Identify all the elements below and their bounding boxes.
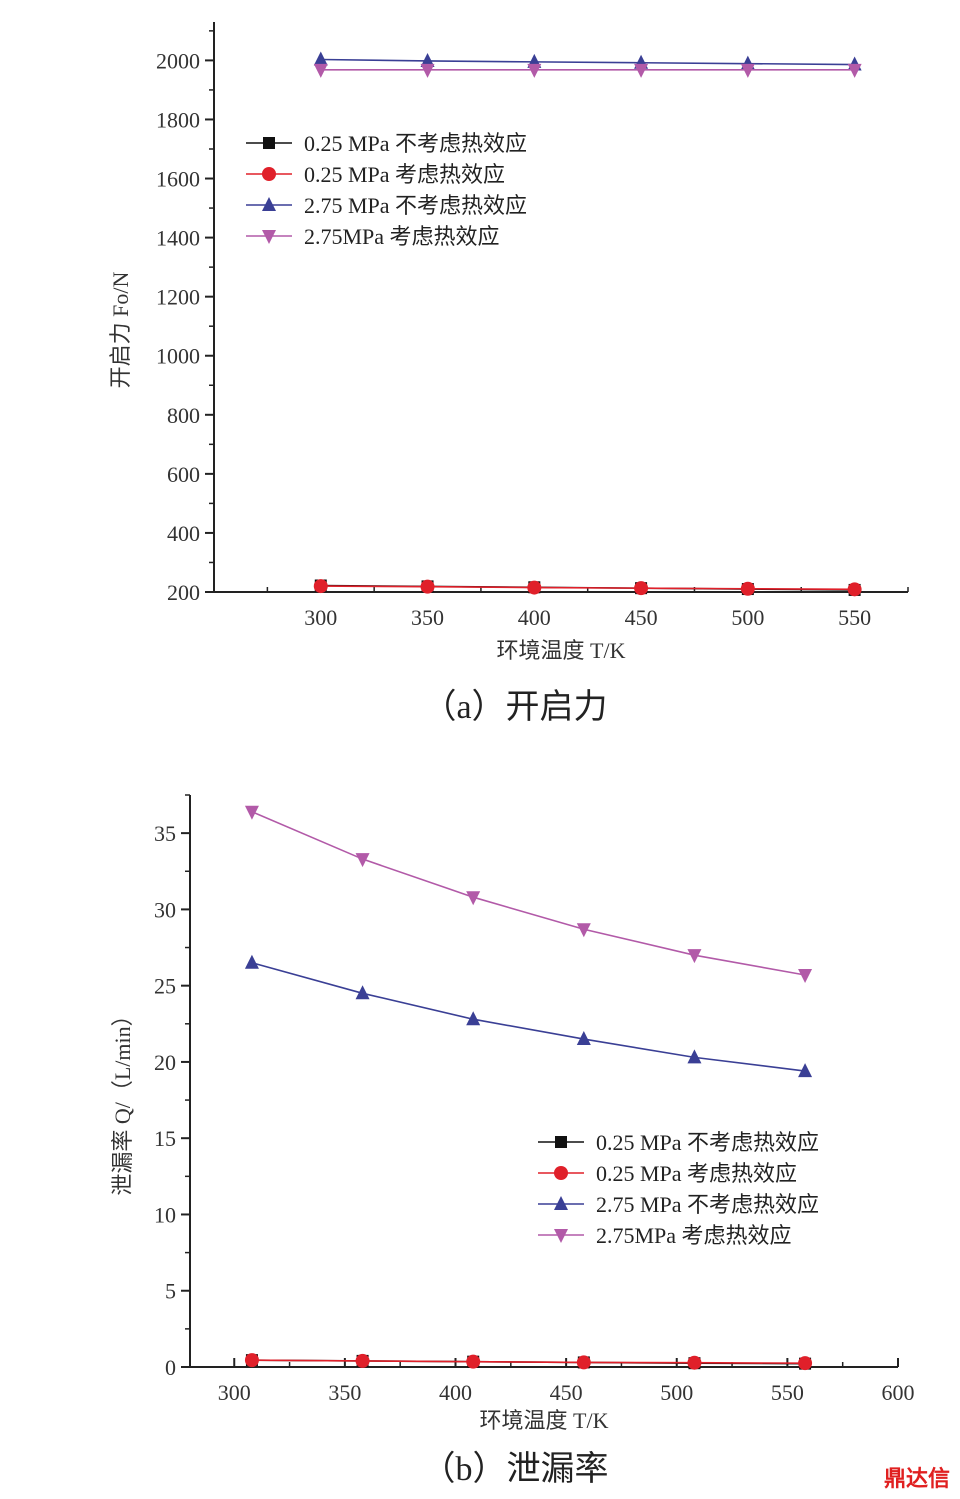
y-tick-label: 35 (154, 821, 176, 846)
data-point-s4 (576, 923, 591, 938)
x-tick-label: 300 (304, 605, 337, 630)
data-point-s2 (355, 1353, 370, 1368)
data-point-s4 (740, 63, 755, 78)
legend-label: 0.25 MPa 考虑热效应 (304, 162, 505, 187)
data-point-s2 (576, 1355, 591, 1370)
x-tick-label: 350 (328, 1380, 361, 1405)
data-point-s3 (466, 1011, 481, 1026)
x-tick-label: 450 (550, 1380, 583, 1405)
legend-marker (262, 167, 276, 181)
y-tick-label: 600 (167, 462, 200, 487)
data-point-s4 (313, 63, 328, 78)
y-tick-label: 400 (167, 521, 200, 546)
y-tick-label: 30 (154, 897, 176, 922)
chart-opening-force: 200 400 600 800 1000 1200 1400 1600 1800 2000 300 3… (108, 22, 909, 663)
y-tick-label: 1000 (156, 344, 200, 369)
legend-marker (554, 1196, 568, 1210)
y-tick-label: 5 (165, 1279, 176, 1304)
data-point-s4 (420, 63, 435, 78)
caption-leakage-rate: （b）泄漏率 (422, 1450, 609, 1488)
legend-marker (555, 1136, 567, 1148)
series-line-2 (320, 585, 855, 591)
legend-marker (554, 1166, 568, 1180)
x-tick-label: 500 (660, 1380, 693, 1405)
y-axis-title: 泄漏率 Q/（L/min） (110, 1004, 135, 1195)
x-tick-label: 300 (218, 1380, 251, 1405)
y-tick-label: 1200 (156, 285, 200, 310)
series-line-2 (251, 1359, 806, 1364)
x-tick-label: 500 (731, 605, 764, 630)
data-point-s2 (313, 579, 328, 594)
y-tick-label: 1400 (156, 226, 200, 251)
data-point-s2 (634, 581, 649, 596)
data-point-s4 (527, 63, 542, 78)
legend-label: 2.75 MPa 不考虑热效应 (304, 193, 527, 218)
y-tick-label: 15 (154, 1126, 176, 1151)
data-point-s4 (847, 63, 862, 78)
series-line-3 (320, 58, 855, 66)
y-tick-label: 800 (167, 403, 200, 428)
y-tick-label: 10 (154, 1202, 176, 1227)
data-point-s4 (798, 968, 813, 983)
legend-marker (263, 137, 275, 149)
x-tick-label: 400 (439, 1380, 472, 1405)
legend-label: 0.25 MPa 考虑热效应 (596, 1161, 797, 1186)
legend-marker (554, 1229, 568, 1243)
y-tick-label: 200 (167, 580, 200, 605)
data-point-s3 (687, 1049, 702, 1064)
y-tick-label: 2000 (156, 48, 200, 73)
x-tick-label: 600 (882, 1380, 915, 1405)
data-point-s2 (420, 579, 435, 594)
data-point-s3 (313, 51, 328, 66)
x-axis-title: 环境温度 T/K (497, 638, 626, 663)
watermark-logo-text: 鼎达信 (884, 1466, 950, 1492)
data-point-s3 (576, 1031, 591, 1046)
data-point-s4 (634, 63, 649, 78)
y-tick-label: 0 (165, 1355, 176, 1380)
y-tick-label: 1600 (156, 167, 200, 192)
chart-leakage-rate: 0 5 10 15 20 25 30 35 300 350 400 450 500 550 600 环境温度 … (110, 794, 915, 1433)
data-point-s4 (466, 891, 481, 906)
data-point-s4 (355, 853, 370, 868)
data-point-s3 (420, 52, 435, 67)
data-point-s2 (798, 1356, 813, 1371)
y-axis-title: 开启力 Fo/N (108, 272, 133, 389)
y-tick-label: 1800 (156, 107, 200, 132)
series-line-4 (251, 811, 806, 976)
x-tick-label: 450 (625, 605, 658, 630)
x-tick-label: 550 (838, 605, 871, 630)
caption-opening-force: （a）开启力 (422, 688, 607, 726)
legend-label: 0.25 MPa 不考虑热效应 (304, 131, 527, 156)
x-tick-label: 550 (771, 1380, 804, 1405)
legend-label: 2.75MPa 考虑热效应 (304, 224, 500, 249)
legend-label: 2.75 MPa 不考虑热效应 (596, 1192, 819, 1217)
legend-label: 2.75MPa 考虑热效应 (596, 1223, 792, 1248)
legend-marker (262, 230, 276, 244)
data-point-s4 (244, 805, 259, 820)
data-point-s3 (798, 1063, 813, 1078)
data-point-s3 (244, 954, 259, 969)
data-point-s2 (847, 582, 862, 597)
x-tick-label: 350 (411, 605, 444, 630)
x-axis-title: 环境温度 T/K (480, 1408, 609, 1433)
x-tick-label: 400 (518, 605, 551, 630)
legend-marker (262, 197, 276, 211)
data-point-s2 (244, 1353, 259, 1368)
series-line-3 (251, 962, 806, 1072)
data-point-s2 (466, 1354, 481, 1369)
data-point-s4 (687, 949, 702, 964)
y-tick-label: 25 (154, 974, 176, 999)
legend-label: 0.25 MPa 不考虑热效应 (596, 1130, 819, 1155)
data-point-s2 (527, 580, 542, 595)
data-point-s2 (740, 581, 755, 596)
data-point-s3 (355, 985, 370, 1000)
data-point-s2 (687, 1355, 702, 1370)
y-tick-label: 20 (154, 1050, 176, 1075)
